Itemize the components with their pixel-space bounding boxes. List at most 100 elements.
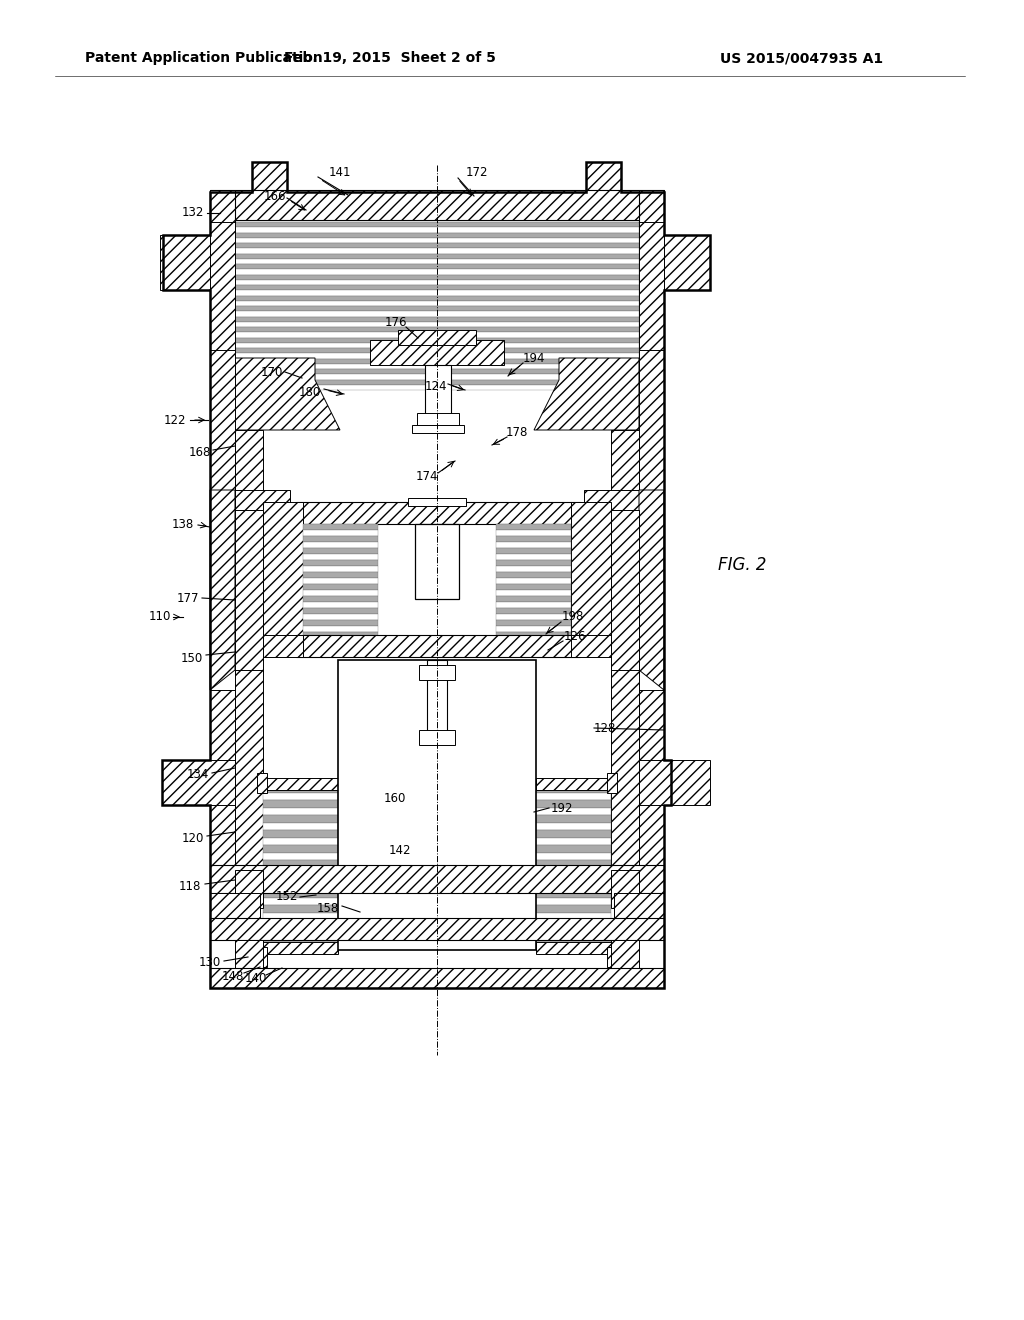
Polygon shape — [234, 370, 639, 375]
Polygon shape — [296, 635, 580, 657]
Text: 168: 168 — [188, 446, 211, 459]
Polygon shape — [639, 490, 664, 690]
Text: 134: 134 — [186, 768, 209, 781]
Polygon shape — [210, 350, 234, 490]
Polygon shape — [303, 590, 378, 597]
Polygon shape — [263, 935, 338, 942]
Polygon shape — [303, 620, 378, 626]
Polygon shape — [536, 830, 611, 837]
Polygon shape — [234, 380, 639, 384]
Polygon shape — [210, 917, 664, 940]
Text: 177: 177 — [177, 591, 200, 605]
Polygon shape — [496, 602, 571, 609]
Polygon shape — [263, 912, 338, 920]
Polygon shape — [263, 830, 338, 837]
Polygon shape — [611, 940, 639, 968]
Text: 128: 128 — [594, 722, 616, 734]
Polygon shape — [234, 322, 639, 327]
Polygon shape — [496, 536, 571, 543]
Polygon shape — [303, 572, 378, 578]
Text: 176: 176 — [385, 315, 408, 329]
Polygon shape — [536, 837, 611, 845]
Polygon shape — [296, 502, 580, 524]
Polygon shape — [571, 502, 611, 638]
Polygon shape — [412, 425, 464, 433]
Polygon shape — [263, 845, 338, 853]
Polygon shape — [234, 671, 263, 870]
Polygon shape — [536, 785, 611, 792]
Polygon shape — [234, 490, 290, 510]
Polygon shape — [614, 894, 664, 917]
Polygon shape — [536, 890, 611, 898]
Text: 124: 124 — [425, 380, 447, 392]
Text: 142: 142 — [389, 843, 412, 857]
Text: 180: 180 — [299, 385, 322, 399]
Polygon shape — [536, 800, 611, 808]
Polygon shape — [611, 870, 639, 908]
Polygon shape — [338, 660, 536, 950]
Polygon shape — [536, 898, 611, 906]
Polygon shape — [263, 777, 338, 789]
Text: 110: 110 — [148, 610, 171, 623]
Text: 152: 152 — [275, 891, 298, 903]
Polygon shape — [210, 222, 234, 389]
Polygon shape — [234, 248, 639, 253]
Polygon shape — [303, 638, 378, 644]
Polygon shape — [234, 364, 639, 370]
Polygon shape — [263, 822, 338, 830]
Polygon shape — [664, 235, 710, 290]
Polygon shape — [536, 906, 611, 912]
Polygon shape — [419, 730, 455, 744]
Polygon shape — [263, 800, 338, 808]
Polygon shape — [611, 430, 639, 520]
Polygon shape — [303, 632, 378, 638]
Polygon shape — [234, 232, 639, 238]
Polygon shape — [263, 635, 303, 657]
Polygon shape — [496, 524, 571, 531]
Polygon shape — [496, 531, 571, 536]
Polygon shape — [425, 366, 451, 420]
Polygon shape — [536, 912, 611, 920]
Polygon shape — [419, 665, 455, 680]
Polygon shape — [263, 814, 338, 822]
Polygon shape — [234, 253, 639, 259]
Polygon shape — [234, 510, 263, 675]
Polygon shape — [536, 942, 611, 954]
Text: 138: 138 — [172, 519, 195, 532]
Text: 166: 166 — [264, 190, 287, 202]
Polygon shape — [584, 490, 639, 510]
Text: 194: 194 — [522, 351, 545, 364]
Polygon shape — [536, 883, 611, 890]
Polygon shape — [263, 883, 338, 890]
Polygon shape — [234, 359, 639, 364]
Polygon shape — [496, 560, 571, 566]
Polygon shape — [234, 348, 639, 354]
Polygon shape — [234, 243, 639, 248]
Text: 198: 198 — [562, 610, 584, 623]
Polygon shape — [611, 510, 639, 675]
Polygon shape — [234, 333, 639, 338]
Polygon shape — [234, 264, 639, 269]
Polygon shape — [263, 920, 338, 928]
Polygon shape — [234, 285, 639, 290]
Polygon shape — [263, 861, 338, 867]
Polygon shape — [303, 583, 378, 590]
Text: 178: 178 — [506, 425, 528, 438]
Polygon shape — [571, 635, 611, 657]
Polygon shape — [536, 845, 611, 853]
Polygon shape — [639, 350, 664, 490]
Text: Feb. 19, 2015  Sheet 2 of 5: Feb. 19, 2015 Sheet 2 of 5 — [284, 51, 496, 65]
Polygon shape — [496, 554, 571, 560]
Polygon shape — [257, 946, 267, 968]
Polygon shape — [234, 358, 340, 430]
Polygon shape — [263, 808, 338, 814]
Polygon shape — [234, 375, 639, 380]
Polygon shape — [536, 875, 611, 883]
Polygon shape — [303, 554, 378, 560]
Polygon shape — [303, 626, 378, 632]
Polygon shape — [639, 190, 664, 350]
Polygon shape — [234, 290, 639, 296]
Text: 174: 174 — [416, 470, 438, 483]
Polygon shape — [496, 572, 571, 578]
Polygon shape — [234, 306, 639, 312]
